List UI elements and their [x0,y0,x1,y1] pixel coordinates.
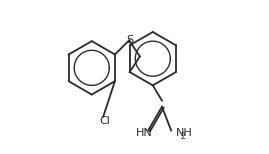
Text: Cl: Cl [99,116,110,126]
Text: 2: 2 [181,132,185,141]
Text: S: S [126,35,133,45]
Text: HN: HN [136,128,153,138]
Text: NH: NH [176,128,192,138]
